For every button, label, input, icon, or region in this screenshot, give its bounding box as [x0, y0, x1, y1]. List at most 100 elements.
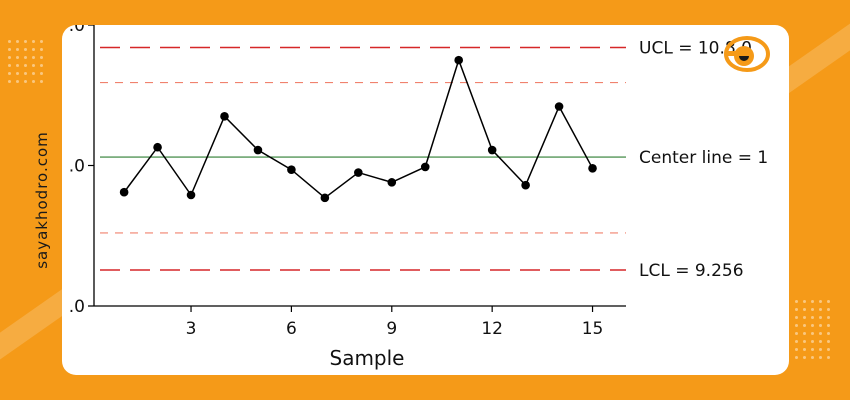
decorative-dot	[24, 72, 27, 75]
decorative-dot	[8, 80, 11, 83]
limit-line-label: UCL = 10.8.0	[639, 38, 752, 58]
decorative-dot	[827, 340, 830, 343]
decorative-dot	[40, 56, 43, 59]
decorative-dot	[803, 324, 806, 327]
decorative-dot	[803, 348, 806, 351]
y-tick-label: .0	[69, 157, 85, 177]
decorative-dot	[40, 64, 43, 67]
decorative-dot	[32, 56, 35, 59]
decorative-dot	[795, 316, 798, 319]
site-watermark: sayakhodro.com	[33, 131, 51, 269]
decorative-dot	[24, 48, 27, 51]
axes: 3 6 9 12 15 .0 .0 .0	[69, 25, 626, 339]
decorative-dot	[803, 308, 806, 311]
decorative-dot	[8, 64, 11, 67]
decorative-dot	[811, 356, 814, 359]
decorative-dot	[803, 332, 806, 335]
data-series	[119, 55, 597, 203]
x-axis-label: Sample	[330, 346, 405, 370]
x-tick-label: 12	[481, 319, 503, 339]
decorative-dot	[827, 300, 830, 303]
data-point	[554, 102, 564, 111]
decorative-dot	[40, 72, 43, 75]
data-point	[588, 164, 597, 173]
decorative-dot	[819, 316, 822, 319]
x-tick-label: 9	[386, 319, 397, 339]
decorative-dot	[811, 316, 814, 319]
data-point	[420, 162, 430, 172]
decorative-dot	[827, 348, 830, 351]
data-point	[387, 178, 397, 187]
data-point	[287, 165, 296, 175]
data-point	[354, 168, 363, 177]
decorative-dot	[16, 56, 19, 59]
decorative-dot	[16, 80, 19, 83]
control-chart: UCL = 10.8.0 Center line = 1 LCL = 9.256 3…	[69, 25, 768, 370]
limit-line-label: LCL = 9.256	[639, 261, 744, 281]
decorative-dot	[24, 40, 27, 43]
decorative-dot	[8, 56, 11, 59]
x-tick-label: 6	[286, 319, 297, 339]
decorative-dot	[819, 308, 822, 311]
decorative-dot	[819, 324, 822, 327]
decorative-dot	[32, 48, 35, 51]
reference-lines	[100, 46, 626, 271]
decorative-dot	[795, 324, 798, 327]
decorative-dot	[32, 40, 35, 43]
y-tick-label: .0	[69, 297, 85, 317]
data-point	[253, 145, 263, 155]
reference-labels: UCL = 10.8.0 Center line = 1 LCL = 9.256	[639, 38, 768, 281]
decorative-dot	[819, 348, 822, 351]
decorative-dot	[811, 300, 814, 303]
decorative-dot	[16, 48, 19, 51]
decorative-dot	[795, 300, 798, 303]
data-point	[220, 112, 229, 121]
decorative-dot	[795, 340, 798, 343]
data-point	[454, 55, 464, 65]
decorative-dot	[811, 308, 814, 311]
data-point	[119, 187, 129, 197]
decorative-dot	[827, 308, 830, 311]
decorative-dot	[803, 300, 806, 303]
decorative-dot	[827, 356, 830, 359]
x-tick-label: 15	[582, 319, 604, 339]
decorative-dot	[803, 316, 806, 319]
decorative-dot	[811, 324, 814, 327]
x-tick-label: 3	[186, 319, 197, 339]
decorative-dot	[40, 48, 43, 51]
decorative-dot	[32, 72, 35, 75]
decorative-dot	[40, 80, 43, 83]
decorative-dot	[24, 80, 27, 83]
decorative-dot	[827, 316, 830, 319]
decorative-dot	[811, 332, 814, 335]
decorative-dot	[803, 356, 806, 359]
decorative-dot	[819, 300, 822, 303]
decorative-dot	[811, 348, 814, 351]
chart-card: UCL = 10.8.0 Center line = 1 LCL = 9.256 3…	[62, 25, 789, 375]
y-tick-label: .0	[69, 25, 85, 36]
decorative-dot	[795, 308, 798, 311]
data-point	[521, 180, 530, 190]
decorative-dot	[819, 356, 822, 359]
decorative-dot	[795, 348, 798, 351]
decorative-dot	[819, 340, 822, 343]
decorative-dot	[16, 64, 19, 67]
decorative-dot	[795, 332, 798, 335]
decorative-dot	[811, 340, 814, 343]
decorative-dot	[8, 48, 11, 51]
decorative-dot	[795, 356, 798, 359]
decorative-dot	[8, 72, 11, 75]
decorative-dot	[803, 340, 806, 343]
data-point	[320, 193, 330, 203]
series-line	[123, 57, 594, 199]
decorative-dot	[8, 40, 11, 43]
decorative-dot	[827, 324, 830, 327]
decorative-dot	[24, 56, 27, 59]
data-point	[186, 190, 196, 200]
decorative-dot	[40, 40, 43, 43]
decorative-dot	[32, 80, 35, 83]
data-point	[487, 145, 497, 155]
decorative-dot	[32, 64, 35, 67]
decorative-dot	[24, 64, 27, 67]
decorative-dot	[16, 72, 19, 75]
